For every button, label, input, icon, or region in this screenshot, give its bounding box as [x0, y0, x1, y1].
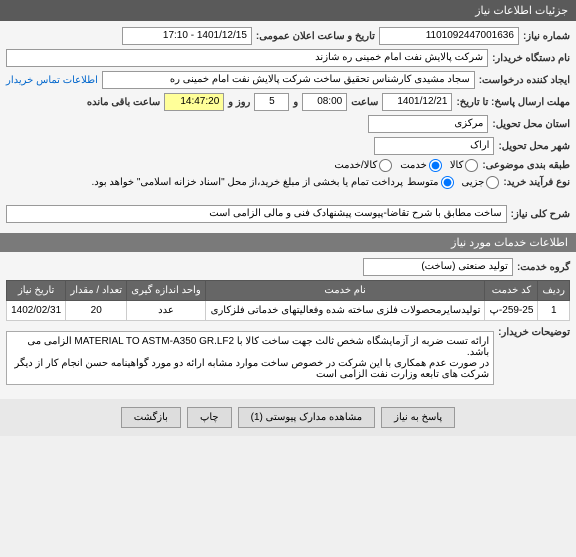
- class-both-option[interactable]: کالا/خدمت: [334, 159, 392, 172]
- buyer-field: شرکت پالایش نفت امام خمینی ره شازند: [6, 49, 488, 67]
- table-row: 1 259-25-پ تولیدسایرمحصولات فلزی ساخته ش…: [7, 301, 570, 321]
- need-number-label: شماره نیاز:: [523, 31, 570, 42]
- remaining-time-field: 14:47:20: [164, 93, 224, 111]
- datetime-field: 1401/12/15 - 17:10: [122, 27, 252, 45]
- and-label: و: [293, 97, 298, 108]
- province-field: مرکزی: [368, 115, 488, 133]
- subject-class-group: کالا خدمت کالا/خدمت: [334, 159, 478, 172]
- process-partial-radio[interactable]: [486, 176, 499, 189]
- services-table: ردیف کد خدمت نام خدمت واحد اندازه گیری ت…: [6, 280, 570, 321]
- city-label: شهر محل تحویل:: [498, 141, 570, 152]
- cell-date: 1402/02/31: [7, 301, 66, 321]
- contact-link[interactable]: اطلاعات تماس خریدار: [6, 75, 98, 86]
- buyer-notes-field: ارائه تست ضربه از آزمایشگاه شخص ثالث جهت…: [6, 331, 494, 385]
- deadline-label: مهلت ارسال پاسخ: تا تاریخ:: [456, 97, 570, 108]
- days-field: 5: [254, 93, 289, 111]
- buyer-notes-label: توضیحات خریدار:: [498, 327, 570, 338]
- days-label: روز و: [228, 97, 250, 108]
- cell-code: 259-25-پ: [485, 301, 538, 321]
- reply-button[interactable]: پاسخ به نیاز: [381, 407, 455, 428]
- datetime-label: تاریخ و ساعت اعلان عمومی:: [256, 31, 375, 42]
- button-bar: پاسخ به نیاز مشاهده مدارک پیوستی (1) چاپ…: [0, 399, 576, 436]
- print-button[interactable]: چاپ: [187, 407, 232, 428]
- th-date: تاریخ نیاز: [7, 281, 66, 301]
- deadline-time-field: 08:00: [302, 93, 347, 111]
- form-section: شماره نیاز: 1101092447001636 تاریخ و ساع…: [0, 21, 576, 233]
- class-service-radio[interactable]: [429, 159, 442, 172]
- buyer-label: نام دستگاه خریدار:: [492, 53, 570, 64]
- requester-field: سجاد مشیدی کارشناس تحقیق ساخت شرکت پالای…: [102, 71, 475, 89]
- service-group-field: تولید صنعتی (ساخت): [363, 258, 513, 276]
- th-unit: واحد اندازه گیری: [127, 281, 206, 301]
- cell-row: 1: [538, 301, 570, 321]
- process-note: پرداخت تمام یا بخشی از مبلغ خرید،از محل …: [91, 177, 403, 188]
- cell-unit: عدد: [127, 301, 206, 321]
- attachments-button[interactable]: مشاهده مدارک پیوستی (1): [238, 407, 376, 428]
- back-button[interactable]: بازگشت: [121, 407, 181, 428]
- desc-label: شرح کلی نیاز:: [511, 209, 570, 220]
- cell-name: تولیدسایرمحصولات فلزی ساخته شده وفعالیته…: [205, 301, 485, 321]
- class-goods-radio[interactable]: [465, 159, 478, 172]
- requester-label: ایجاد کننده درخواست:: [479, 75, 570, 86]
- time-label: ساعت: [351, 97, 378, 108]
- header-title: جزئیات اطلاعات نیاز: [475, 5, 568, 17]
- th-code: کد خدمت: [485, 281, 538, 301]
- th-name: نام خدمت: [205, 281, 485, 301]
- deadline-date-field: 1401/12/21: [382, 93, 452, 111]
- th-qty: تعداد / مقدار: [66, 281, 127, 301]
- province-label: استان محل تحویل:: [492, 119, 570, 130]
- cell-qty: 20: [66, 301, 127, 321]
- desc-field: ساخت مطابق با شرح تقاضا-پیوست پیشنهادک ف…: [6, 205, 507, 223]
- city-field: اراک: [374, 137, 494, 155]
- process-label: نوع فرآیند خرید:: [503, 177, 570, 188]
- process-partial-option[interactable]: جزیی: [462, 176, 500, 189]
- class-goods-option[interactable]: کالا: [450, 159, 479, 172]
- process-medium-radio[interactable]: [441, 176, 454, 189]
- class-both-radio[interactable]: [379, 159, 392, 172]
- remaining-label: ساعت باقی مانده: [87, 97, 160, 108]
- service-group-label: گروه خدمت:: [517, 262, 570, 273]
- process-medium-option[interactable]: متوسط: [407, 176, 453, 189]
- subject-class-label: طبقه بندی موضوعی:: [482, 160, 570, 171]
- process-group: جزیی متوسط: [407, 176, 499, 189]
- need-number-field: 1101092447001636: [379, 27, 519, 45]
- services-header: اطلاعات خدمات مورد نیاز: [0, 233, 576, 252]
- class-service-option[interactable]: خدمت: [400, 159, 442, 172]
- page-header: جزئیات اطلاعات نیاز: [0, 0, 576, 21]
- th-row: ردیف: [538, 281, 570, 301]
